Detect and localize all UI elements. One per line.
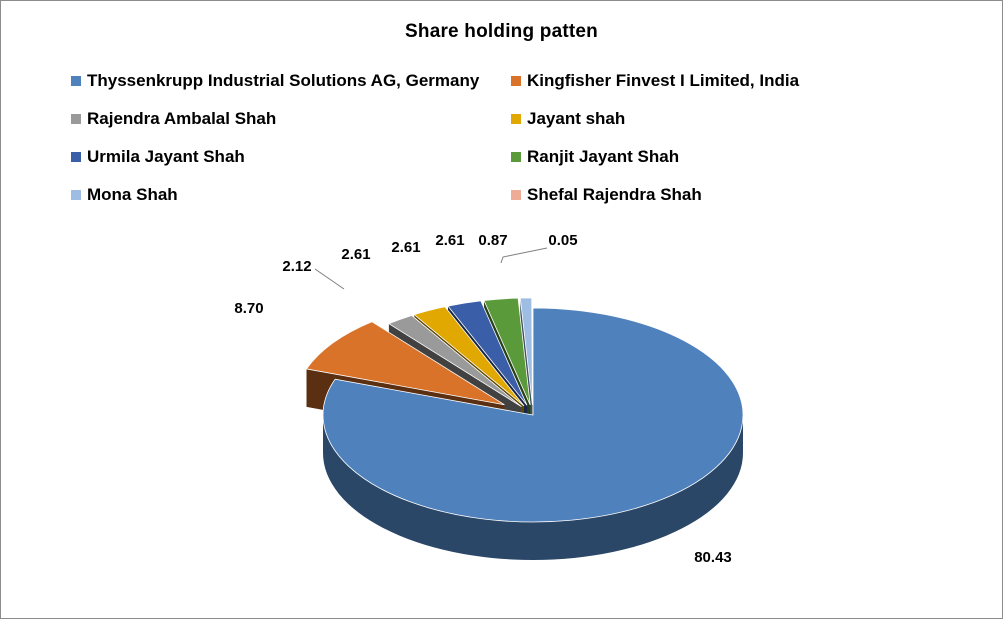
pie-labels: 80.43 8.70 2.12 2.61 2.61 2.61 0.87 0.05 xyxy=(234,232,731,566)
pie-slice xyxy=(519,297,533,405)
leader-line xyxy=(500,247,548,264)
legend-item: Jayant shah xyxy=(511,107,625,131)
data-label: 2.61 xyxy=(391,239,420,256)
legend-swatch xyxy=(71,152,81,162)
legend: Thyssenkrupp Industrial Solutions AG, Ge… xyxy=(1,1,1002,231)
pie-slice xyxy=(483,297,531,406)
data-label: 2.61 xyxy=(341,246,370,263)
legend-item: Rajendra Ambalal Shah xyxy=(71,107,276,131)
leader-line xyxy=(314,268,345,290)
legend-swatch xyxy=(71,190,81,200)
legend-item: Mona Shah xyxy=(71,183,178,207)
legend-label: Rajendra Ambalal Shah xyxy=(87,109,277,128)
chart-title: Share holding patten xyxy=(405,21,598,42)
legend-label: Urmila Jayant Shah xyxy=(87,147,245,166)
legend-label: Shefal Rajendra Shah xyxy=(527,185,702,204)
legend-item: Kingfisher Finvest I Limited, India xyxy=(511,69,799,93)
pie-slice xyxy=(305,321,505,406)
legend-swatch xyxy=(511,152,521,162)
pie-slice xyxy=(322,307,744,523)
legend-swatch xyxy=(511,190,521,200)
legend-item: Urmila Jayant Shah xyxy=(71,145,245,169)
legend-swatch xyxy=(511,76,521,86)
legend-swatch xyxy=(511,114,521,124)
data-label: 8.70 xyxy=(234,300,263,317)
legend-label: Mona Shah xyxy=(87,185,178,204)
legend-item: Thyssenkrupp Industrial Solutions AG, Ge… xyxy=(71,69,479,93)
pie-slice xyxy=(413,306,525,407)
legend-item: Ranjit Jayant Shah xyxy=(511,145,679,169)
data-label: 2.61 xyxy=(435,232,464,249)
data-label: 0.05 xyxy=(548,232,577,249)
pie-tops xyxy=(305,297,744,523)
legend-swatch xyxy=(71,114,81,124)
data-label: 0.87 xyxy=(478,232,507,249)
data-label: 2.12 xyxy=(282,258,311,275)
pie-slice xyxy=(388,315,522,408)
legend-swatch xyxy=(71,76,81,86)
legend-label: Thyssenkrupp Industrial Solutions AG, Ge… xyxy=(87,71,480,90)
data-label: 80.43 xyxy=(694,549,732,566)
legend-item: Shefal Rajendra Shah xyxy=(511,183,702,207)
pie-slice xyxy=(447,300,528,406)
legend-label: Kingfisher Finvest I Limited, India xyxy=(527,71,800,90)
legend-label: Ranjit Jayant Shah xyxy=(527,147,680,166)
slice-outer-wall xyxy=(323,415,743,560)
legend-label: Jayant shah xyxy=(527,109,626,128)
